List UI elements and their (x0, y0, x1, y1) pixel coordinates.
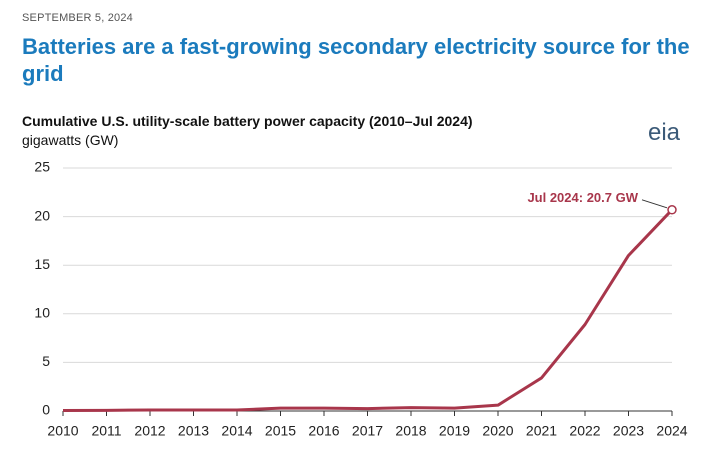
x-tick-label: 2021 (526, 423, 557, 439)
x-tick-label: 2014 (221, 423, 252, 439)
x-tick-label: 2017 (352, 423, 383, 439)
x-tick-label: 2011 (91, 423, 121, 439)
x-tick-label: 2024 (656, 423, 687, 439)
x-tick-label: 2015 (265, 423, 296, 439)
x-tick-label: 2020 (482, 423, 513, 439)
x-tick-label: 2018 (395, 423, 426, 439)
y-tick-label: 10 (34, 305, 50, 321)
x-tick-label: 2016 (308, 423, 339, 439)
subtitle: Cumulative U.S. utility-scale battery po… (22, 113, 473, 129)
end-point (667, 205, 677, 215)
chart-title: Batteries are a fast-growing secondary e… (22, 34, 690, 86)
x-tick-label: 2013 (178, 423, 209, 439)
x-tick-label: 2023 (613, 423, 644, 439)
data-line (62, 208, 674, 413)
y-tick-label: 0 (42, 402, 50, 418)
annotation: Jul 2024: 20.7 GW (527, 190, 638, 205)
x-tick-label: 2010 (47, 423, 78, 439)
annotation-leader (641, 199, 668, 209)
y-tick-label: 20 (34, 207, 50, 223)
date: SEPTEMBER 5, 2024 (22, 12, 134, 24)
y-tick-label: 25 (34, 159, 50, 175)
logo: eia (648, 119, 681, 146)
y-tick-label: 15 (34, 256, 50, 272)
y-tick-label: 5 (42, 353, 50, 369)
x-tick-label: 2012 (134, 423, 165, 439)
y-axis-label: gigawatts (GW) (22, 132, 118, 148)
x-tick-label: 2022 (569, 423, 600, 439)
x-tick-label: 2019 (439, 423, 470, 439)
